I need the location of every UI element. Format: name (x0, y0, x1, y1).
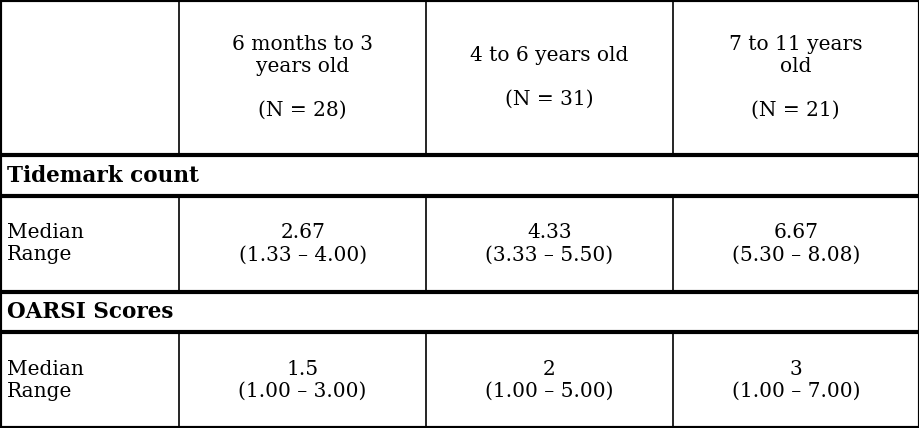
Text: 2.67
(1.33 – 4.00): 2.67 (1.33 – 4.00) (238, 223, 367, 265)
Text: 4 to 6 years old

(N = 31): 4 to 6 years old (N = 31) (470, 46, 628, 109)
Text: Tidemark count: Tidemark count (7, 165, 199, 187)
Text: 6.67
(5.30 – 8.08): 6.67 (5.30 – 8.08) (731, 223, 859, 265)
Text: 4.33
(3.33 – 5.50): 4.33 (3.33 – 5.50) (484, 223, 613, 265)
Text: Median
Range: Median Range (7, 223, 85, 265)
Text: Median
Range: Median Range (7, 360, 85, 401)
Text: OARSI Scores: OARSI Scores (7, 301, 174, 323)
Text: 2
(1.00 – 5.00): 2 (1.00 – 5.00) (484, 360, 613, 401)
Text: 3
(1.00 – 7.00): 3 (1.00 – 7.00) (731, 360, 859, 401)
Text: 1.5
(1.00 – 3.00): 1.5 (1.00 – 3.00) (238, 360, 367, 401)
Text: 7 to 11 years
old

(N = 21): 7 to 11 years old (N = 21) (728, 35, 862, 120)
Text: 6 months to 3
years old

(N = 28): 6 months to 3 years old (N = 28) (232, 35, 373, 120)
